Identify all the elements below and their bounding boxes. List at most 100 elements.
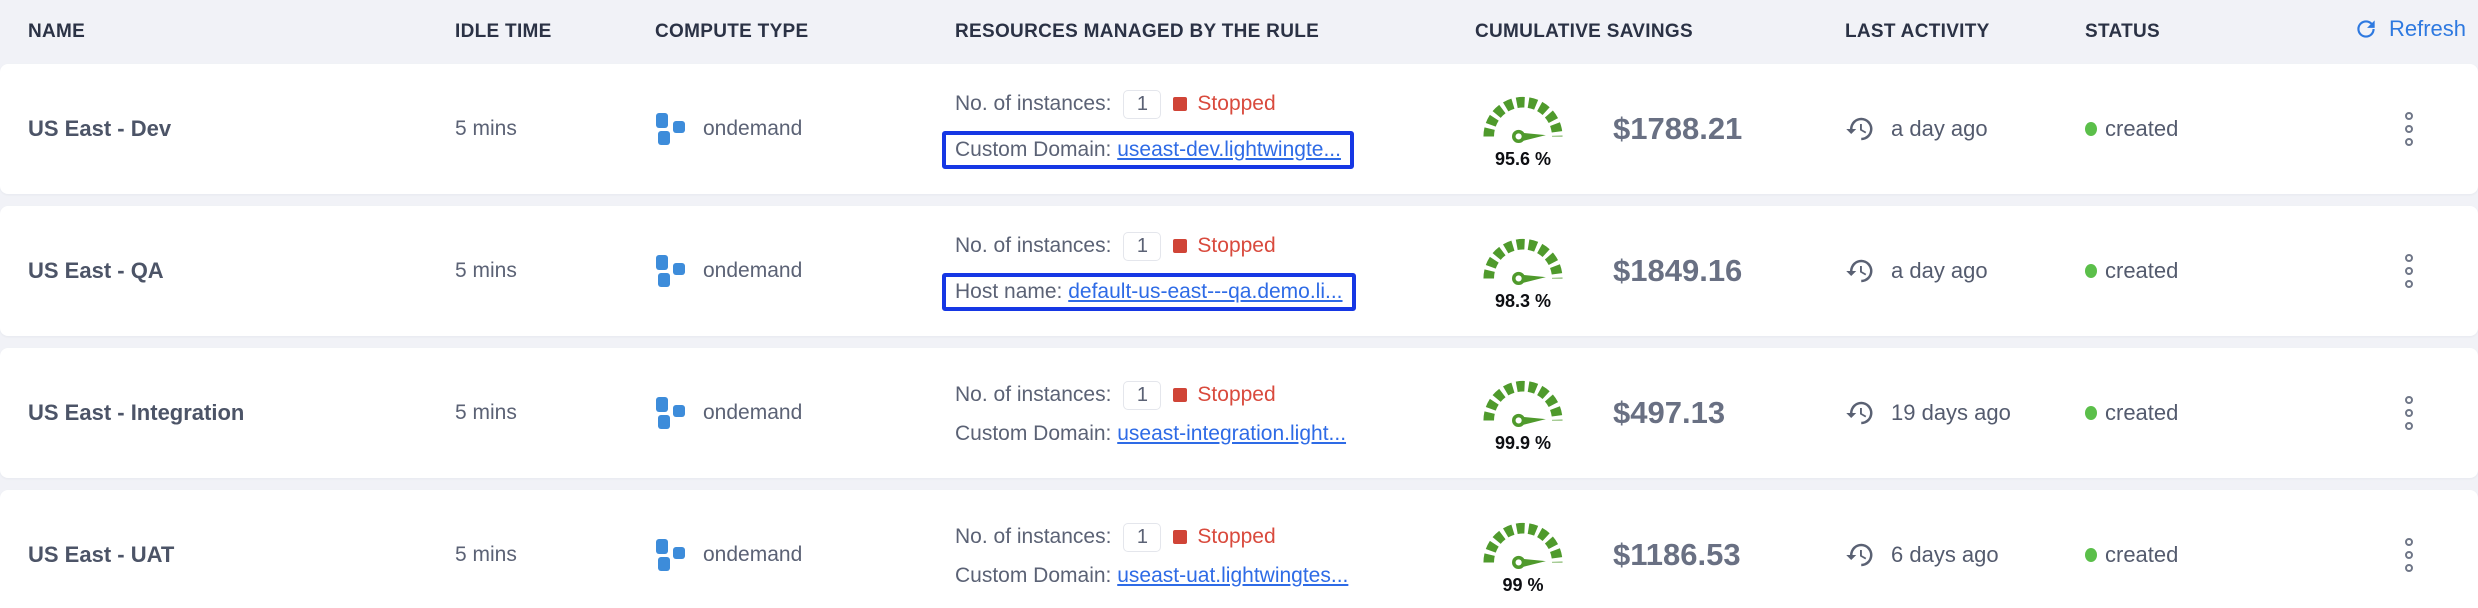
instances-label: No. of instances: <box>955 92 1112 115</box>
column-header-idle-time: IDLE TIME <box>455 21 552 42</box>
instances-count: 1 <box>1123 380 1162 410</box>
domain-link[interactable]: default-us-east---qa.demo.li... <box>1068 279 1343 303</box>
instance-state-badge: Stopped <box>1173 383 1276 407</box>
savings-gauge: 99 % <box>1475 515 1571 596</box>
refresh-icon <box>2353 16 2379 42</box>
domain-label: Custom Domain: <box>955 137 1112 161</box>
instances-label: No. of instances: <box>955 234 1112 257</box>
row-actions-menu-button[interactable] <box>2399 532 2419 578</box>
gauge-arc-icon <box>1483 522 1563 569</box>
savings-amount: $1849.16 <box>1613 253 1743 288</box>
column-header-status: STATUS <box>2085 21 2160 42</box>
domain-link[interactable]: useast-integration.light... <box>1117 421 1347 445</box>
instance-state-label: Stopped <box>1197 92 1276 115</box>
kebab-dot <box>2405 422 2413 430</box>
domain-label: Custom Domain: <box>955 563 1112 587</box>
domain-link[interactable]: useast-uat.lightwingtes... <box>1117 563 1349 587</box>
row-actions-menu-button[interactable] <box>2399 106 2419 152</box>
status-value: created <box>2105 542 2179 567</box>
idle-time-value: 5 mins <box>455 401 517 424</box>
rule-name: US East - Integration <box>28 400 245 425</box>
table-header: NAME IDLE TIME COMPUTE TYPE RESOURCES MA… <box>0 0 2478 64</box>
savings-amount: $497.13 <box>1613 395 1726 430</box>
instance-state-badge: Stopped <box>1173 234 1276 258</box>
savings-gauge: 99.9 % <box>1475 373 1571 454</box>
savings-percent: 99.9 % <box>1494 432 1552 453</box>
kebab-dot <box>2405 396 2413 404</box>
kebab-dot <box>2405 538 2413 546</box>
kebab-dot <box>2405 125 2413 133</box>
gauge-arc-icon <box>1483 96 1563 143</box>
compute-type-value: ondemand <box>703 543 803 566</box>
instance-state-label: Stopped <box>1197 383 1276 406</box>
history-clock-icon <box>1845 256 1875 286</box>
savings-gauge: 98.3 % <box>1475 231 1571 312</box>
instance-state-label: Stopped <box>1197 525 1276 548</box>
status-value: created <box>2105 116 2179 141</box>
kebab-dot <box>2405 551 2413 559</box>
idle-time-value: 5 mins <box>455 117 517 140</box>
compute-type-icon <box>655 113 687 145</box>
kebab-dot <box>2405 112 2413 120</box>
gauge-arc-icon <box>1483 238 1563 285</box>
history-clock-icon <box>1845 398 1875 428</box>
kebab-dot <box>2405 409 2413 417</box>
status-dot-icon <box>2085 264 2097 278</box>
status-value: created <box>2105 258 2179 283</box>
instances-count: 1 <box>1123 89 1162 119</box>
column-header-savings: CUMULATIVE SAVINGS <box>1475 21 1693 42</box>
compute-type-icon <box>655 255 687 287</box>
compute-type-icon <box>655 397 687 429</box>
compute-type-icon <box>655 539 687 571</box>
table-row[interactable]: US East - QA 5 mins ondemand No. of inst… <box>0 206 2478 336</box>
instances-label: No. of instances: <box>955 383 1112 406</box>
domain-label: Host name: <box>955 279 1063 303</box>
column-header-last-activity: LAST ACTIVITY <box>1845 21 1990 42</box>
row-actions-menu-button[interactable] <box>2399 390 2419 436</box>
status-dot-icon <box>2085 548 2097 562</box>
compute-type-value: ondemand <box>703 259 803 282</box>
status-dot-icon <box>2085 406 2097 420</box>
kebab-dot <box>2405 280 2413 288</box>
refresh-label: Refresh <box>2389 16 2467 41</box>
instances-label: No. of instances: <box>955 525 1112 548</box>
compute-type-value: ondemand <box>703 117 803 140</box>
stopped-state-icon <box>1173 388 1188 402</box>
status-value: created <box>2105 400 2179 425</box>
domain-label: Custom Domain: <box>955 421 1112 445</box>
rules-table-body: US East - Dev 5 mins ondemand No. of ins… <box>0 64 2478 608</box>
gauge-arc-icon <box>1483 380 1563 427</box>
last-activity-value: 6 days ago <box>1891 542 1999 567</box>
kebab-dot <box>2405 138 2413 146</box>
last-activity-value: a day ago <box>1891 116 1988 141</box>
last-activity-value: 19 days ago <box>1891 400 2011 425</box>
savings-percent: 99 % <box>1502 574 1544 595</box>
stopped-state-icon <box>1173 239 1188 253</box>
instance-state-badge: Stopped <box>1173 525 1276 549</box>
refresh-button[interactable]: Refresh <box>2353 16 2466 42</box>
instances-count: 1 <box>1123 522 1162 552</box>
stopped-state-icon <box>1173 530 1188 544</box>
domain-link[interactable]: useast-dev.lightwingte... <box>1117 137 1341 161</box>
table-row[interactable]: US East - Integration 5 mins ondemand No… <box>0 348 2478 478</box>
rule-name: US East - UAT <box>28 542 175 567</box>
compute-type-value: ondemand <box>703 401 803 424</box>
savings-percent: 95.6 % <box>1494 148 1552 169</box>
table-row[interactable]: US East - Dev 5 mins ondemand No. of ins… <box>0 64 2478 194</box>
status-dot-icon <box>2085 122 2097 136</box>
rule-name: US East - Dev <box>28 116 172 141</box>
savings-gauge: 95.6 % <box>1475 89 1571 170</box>
kebab-dot <box>2405 254 2413 262</box>
history-clock-icon <box>1845 540 1875 570</box>
column-header-name: NAME <box>28 21 86 42</box>
instances-count: 1 <box>1123 231 1162 261</box>
table-row[interactable]: US East - UAT 5 mins ondemand No. of ins… <box>0 490 2478 608</box>
savings-amount: $1788.21 <box>1613 111 1743 146</box>
rule-name: US East - QA <box>28 258 164 283</box>
kebab-dot <box>2405 267 2413 275</box>
instance-state-label: Stopped <box>1197 234 1276 257</box>
row-actions-menu-button[interactable] <box>2399 248 2419 294</box>
column-header-compute-type: COMPUTE TYPE <box>655 21 809 42</box>
idle-time-value: 5 mins <box>455 543 517 566</box>
column-header-resources: RESOURCES MANAGED BY THE RULE <box>955 21 1320 42</box>
